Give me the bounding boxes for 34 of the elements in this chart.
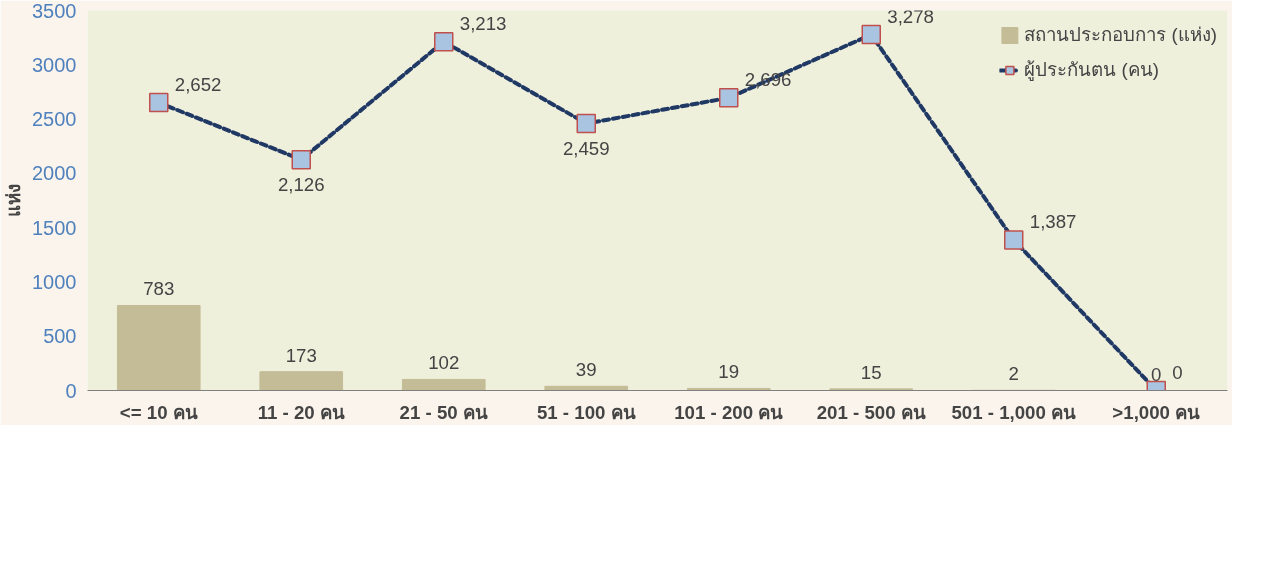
y-tick-label: 2500 (32, 108, 77, 131)
y-tick-label: 1500 (32, 216, 77, 239)
x-tick-label: 201 - 500 คน (816, 401, 926, 423)
x-tick-label: >1,000 คน (1112, 401, 1201, 423)
data-label: 0 (1172, 361, 1183, 383)
x-tick-label: 101 - 200 คน (674, 401, 784, 423)
y-tick-label: 1000 (32, 270, 77, 293)
data-label: 173 (285, 344, 317, 366)
data-label: 3,278 (887, 5, 934, 27)
data-label: 102 (428, 352, 460, 374)
data-label: 2,459 (562, 137, 610, 159)
data-label: 2,652 (174, 73, 222, 95)
x-tick-label: 51 - 100 คน (536, 401, 636, 423)
data-label: 0 (1151, 363, 1162, 385)
data-label: 3,213 (459, 12, 507, 34)
y-tick-label: 0 (65, 379, 77, 402)
y-axis-title: แห่ง (3, 184, 25, 217)
data-label: 19 (718, 361, 740, 383)
legend-label: สถานประกอบการ (แห่ง) (1024, 23, 1217, 47)
x-tick-label: 11 - 20 คน (257, 401, 345, 423)
y-tick-label: 500 (43, 325, 77, 348)
x-tick-label: <= 10 คน (119, 401, 198, 423)
x-tick-label: 21 - 50 คน (399, 401, 488, 423)
data-label: 2 (1008, 363, 1019, 385)
y-tick-label: 3000 (32, 53, 77, 76)
data-label: 39 (575, 359, 597, 381)
y-tick-label: 3500 (32, 0, 77, 22)
y-tick-label: 2000 (32, 162, 77, 185)
legend-label: ผู้ประกันตน (คน) (1024, 58, 1159, 83)
data-label: 2,126 (277, 173, 325, 195)
data-label: 1,387 (1029, 210, 1077, 232)
data-label: 15 (860, 361, 882, 383)
x-tick-label: 501 - 1,000 คน (951, 401, 1077, 423)
data-label: 783 (143, 278, 175, 300)
